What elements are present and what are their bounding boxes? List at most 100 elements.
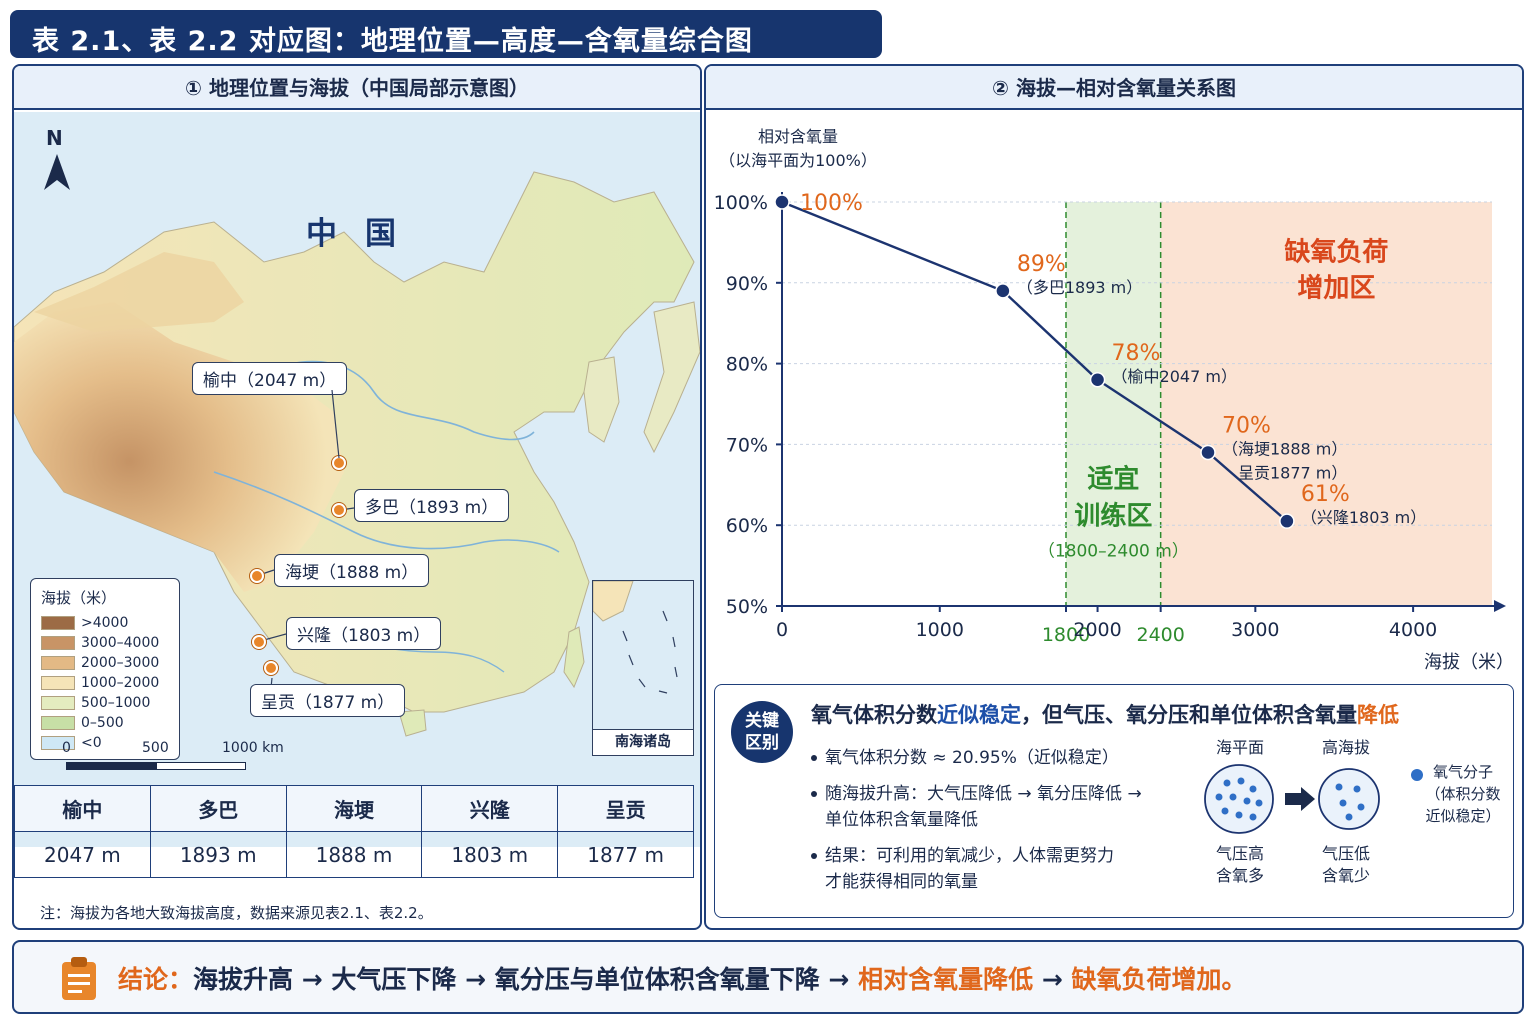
scale-label-500: 500 bbox=[142, 740, 169, 756]
site-marker-duoba[interactable] bbox=[332, 503, 346, 517]
legend-item: 1000–2000 bbox=[41, 673, 169, 693]
legend-title: 海拔（米） bbox=[41, 589, 117, 607]
conclusion-part: → bbox=[1033, 965, 1072, 994]
key-bullet-text: 结果：可利用的氧减少，人体需更努力 bbox=[825, 846, 1114, 866]
x-axis-arrow-icon bbox=[1494, 600, 1506, 612]
zone-suitable-range: （1800–2400 m） bbox=[1038, 541, 1189, 561]
zone-hypoxia-title: 增加区 bbox=[1297, 272, 1375, 303]
north-label: N bbox=[46, 126, 63, 150]
y-tick-label: 90% bbox=[726, 273, 768, 295]
data-site-label: （榆中2047 m） bbox=[1112, 367, 1237, 386]
legend-item: 500–1000 bbox=[41, 693, 169, 713]
molecule-legend-line: （体积分数 bbox=[1425, 785, 1501, 803]
page-title: 表 2.1、表 2.2 对应图：地理位置—高度—含氧量综合图 bbox=[32, 26, 753, 57]
site-marker-chenggong[interactable] bbox=[264, 661, 278, 675]
x-tick-label: 3000 bbox=[1231, 619, 1279, 641]
japan-islands bbox=[643, 301, 700, 454]
data-value-label: 61% bbox=[1301, 482, 1350, 507]
y-tick-label: 60% bbox=[726, 515, 768, 537]
y-tick-label: 100% bbox=[714, 192, 768, 214]
legend-label: 3000–4000 bbox=[81, 635, 160, 651]
site-elevation-table: 榆中 多巴 海埂 兴隆 呈贡 2047 m 1893 m 1888 m 1803… bbox=[14, 785, 694, 878]
conclusion-text: 结论：海拔升高 → 大气压下降 → 氧分压与单位体积含氧量下降 → 相对含氧量降… bbox=[118, 960, 1246, 996]
table-cell: 1877 m bbox=[557, 831, 694, 878]
data-point bbox=[995, 283, 1011, 299]
legend-swatch bbox=[41, 716, 75, 730]
scale-segment bbox=[156, 762, 246, 770]
high-altitude-label: 高海拔 bbox=[1321, 738, 1370, 757]
data-site-label: 呈贡1877 m） bbox=[1238, 463, 1347, 482]
table-cell: 1888 m bbox=[285, 831, 423, 878]
site-marker-xinglong[interactable] bbox=[252, 635, 266, 649]
chart-panel-title: ② 海拔—相对含氧量关系图 bbox=[706, 66, 1522, 110]
scale-label-0: 0 bbox=[62, 740, 71, 756]
molecule-diagram bbox=[1204, 764, 1380, 834]
map-country-label: 中国 bbox=[306, 216, 424, 252]
legend-swatch bbox=[41, 676, 75, 690]
legend-swatch bbox=[41, 636, 75, 650]
scale-label-1000: 1000 km bbox=[222, 740, 284, 756]
caption-line: 气压低 bbox=[1321, 844, 1370, 863]
map-note: 注：海拔为各地大致海拔高度，数据来源见表2.1、表2.2。 bbox=[40, 904, 433, 922]
data-value-label: 78% bbox=[1112, 341, 1161, 366]
elevation-legend: 海拔（米） >4000 3000–4000 2000–3000 1000–200… bbox=[30, 578, 180, 760]
x-axis-label: 海拔（米） bbox=[1424, 652, 1514, 673]
river-yangtze bbox=[213, 471, 560, 553]
chart-panel: ② 海拔—相对含氧量关系图 50% 60% 70% 80% 90% 100% 0 1000 18… bbox=[704, 64, 1524, 930]
high-altitude-caption: 气压低 含氧少 bbox=[1311, 843, 1381, 887]
legend-label: <0 bbox=[81, 735, 102, 751]
conclusion-part: 海拔升高 → 大气压下降 → 氧分压与单位体积含氧量下降 → bbox=[193, 965, 859, 994]
hainan-island bbox=[398, 709, 427, 737]
y-tick-label: 80% bbox=[726, 354, 768, 376]
caption-line: 含氧多 bbox=[1215, 866, 1264, 885]
legend-item: <0 bbox=[41, 733, 169, 753]
data-point bbox=[774, 194, 790, 210]
table-header: 兴隆 bbox=[421, 785, 559, 832]
data-value-label: 100% bbox=[800, 191, 863, 216]
page-title-bar: 表 2.1、表 2.2 对应图：地理位置—高度—含氧量综合图 bbox=[10, 10, 882, 58]
table-header: 多巴 bbox=[149, 785, 287, 832]
zone-hypoxia bbox=[1160, 202, 1492, 606]
key-bullet-text: 才能获得相同的氧量 bbox=[825, 872, 978, 892]
key-difference-box: 关键 区别 氧气体积分数近似稳定，但气压、氧分压和单位体积含氧量降低 氧气体积分… bbox=[714, 684, 1514, 918]
zone-suitable-title: 训练区 bbox=[1074, 500, 1152, 531]
data-value-label: 89% bbox=[1017, 252, 1066, 277]
x-tick-label: 1800 bbox=[1042, 624, 1090, 646]
key-badge-line1: 关键 bbox=[745, 711, 779, 731]
data-site-label: （海埂1888 m） bbox=[1222, 439, 1347, 458]
key-head-part4: 降低 bbox=[1357, 703, 1399, 727]
y-axis-label: 相对含氧量 bbox=[758, 127, 838, 146]
table-cell: 1803 m bbox=[421, 831, 559, 878]
zone-hypoxia-title: 缺氧负荷 bbox=[1284, 237, 1388, 267]
site-callout-chenggong: 呈贡（1877 m） bbox=[250, 684, 406, 717]
scale-segment bbox=[66, 762, 156, 770]
site-callout-yuzhong: 榆中（2047 m） bbox=[192, 362, 348, 395]
conclusion-part: 缺氧负荷增加。 bbox=[1071, 965, 1247, 994]
zone-suitable bbox=[1066, 202, 1161, 606]
caption-line: 气压高 bbox=[1215, 844, 1264, 863]
map-panel-title: ① 地理位置与海拔（中国局部示意图） bbox=[14, 66, 700, 110]
y-tick-label: 50% bbox=[726, 596, 768, 618]
site-callout-haigeng: 海埂（1888 m） bbox=[274, 554, 430, 587]
taiwan-island bbox=[563, 626, 585, 689]
data-point bbox=[1089, 372, 1106, 388]
north-arrow-icon bbox=[44, 154, 70, 190]
conclusion-lead: 结论： bbox=[118, 965, 194, 994]
data-point bbox=[1200, 444, 1216, 461]
site-marker-haigeng[interactable] bbox=[250, 569, 264, 583]
table-header: 榆中 bbox=[14, 785, 151, 832]
map-area: N 中国 榆中（2047 m） 多巴（1893 m） 海埂（1888 m） 兴隆… bbox=[14, 112, 700, 847]
map-panel: ① 地理位置与海拔（中国局部示意图） bbox=[12, 64, 702, 930]
key-badge-line2: 区别 bbox=[745, 733, 779, 753]
conclusion-bar: 结论：海拔升高 → 大气压下降 → 氧分压与单位体积含氧量下降 → 相对含氧量降… bbox=[12, 940, 1524, 1014]
conclusion-part: 相对含氧量降低 bbox=[858, 965, 1034, 994]
y-axis-label: （以海平面为100%） bbox=[719, 151, 877, 170]
scale-bar: 0 500 1000 km bbox=[62, 740, 296, 780]
legend-label: 0–500 bbox=[81, 715, 124, 731]
key-bullet-3: 结果：可利用的氧减少，人体需更努力 才能获得相同的氧量 bbox=[811, 843, 1114, 895]
legend-item: 0–500 bbox=[41, 713, 169, 733]
key-bullet-text: 单位体积含氧量降低 bbox=[825, 810, 978, 830]
table-header: 海埂 bbox=[285, 785, 423, 832]
legend-swatch bbox=[41, 656, 75, 670]
key-badge: 关键 区别 bbox=[731, 701, 793, 763]
